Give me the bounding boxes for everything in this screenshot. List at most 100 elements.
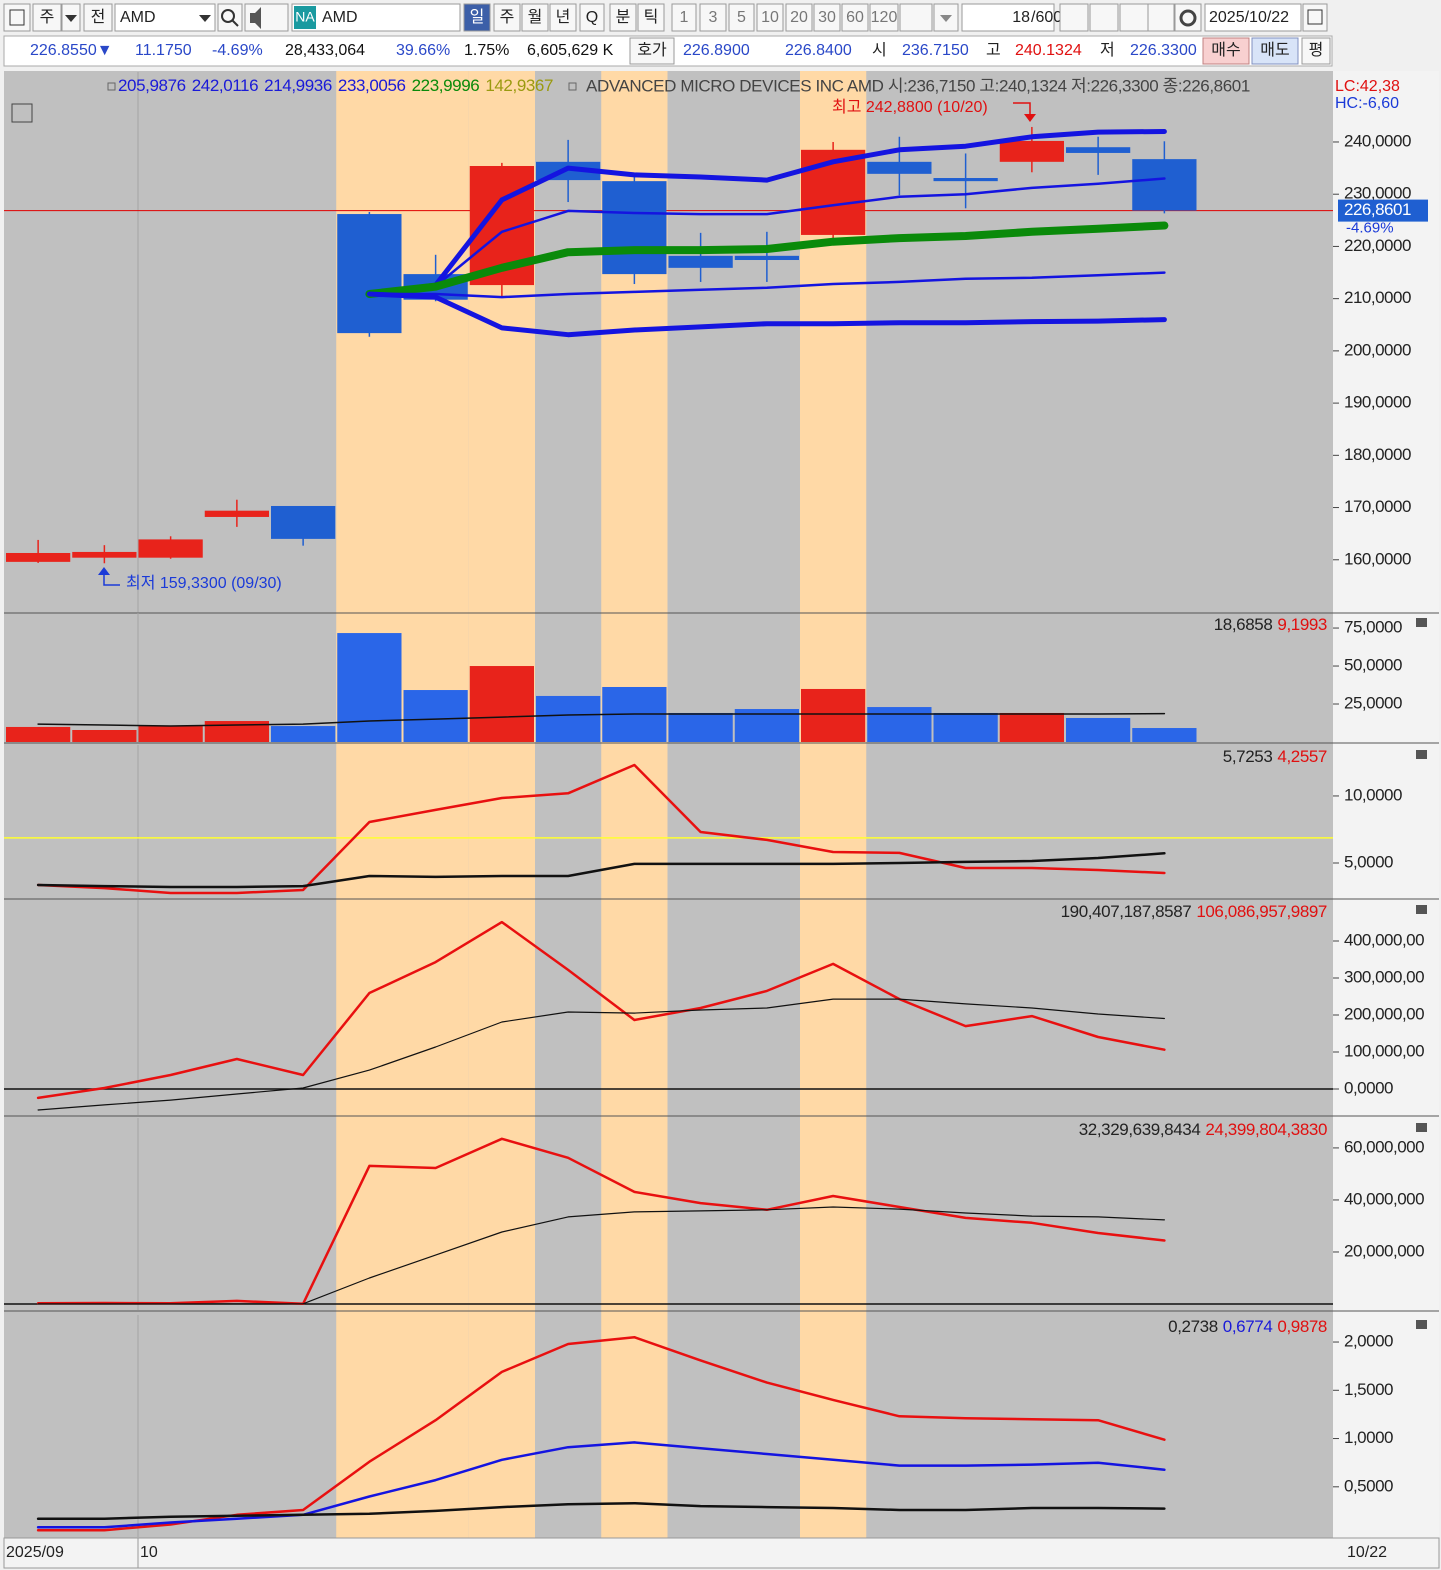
date-text: 2025/10/22 xyxy=(1209,9,1289,26)
candle-body xyxy=(271,505,336,539)
y-tick-label: 180,0000 xyxy=(1344,445,1411,464)
legend-value: 242,0116 xyxy=(192,76,258,95)
y-tick-label: 160,0000 xyxy=(1344,549,1411,568)
volume-bar xyxy=(668,712,733,742)
grid-icon[interactable] xyxy=(11,103,33,123)
info-value: 236.7150 xyxy=(902,42,969,59)
currency-button[interactable] xyxy=(1059,3,1089,32)
period-button[interactable] xyxy=(493,3,521,32)
period-text: 30 xyxy=(818,9,836,26)
period-button[interactable] xyxy=(756,3,784,32)
period-button[interactable] xyxy=(869,3,899,32)
y-tick-label: 240,0000 xyxy=(1344,131,1411,150)
period-button[interactable] xyxy=(841,3,869,32)
highlight-band xyxy=(402,71,469,1538)
info-value: 1.75% xyxy=(464,42,509,59)
period-button[interactable] xyxy=(609,3,637,32)
symbol-search-box[interactable] xyxy=(291,3,461,32)
dropdown-arrow xyxy=(199,15,211,22)
save-button[interactable] xyxy=(1147,3,1175,32)
candle-button[interactable] xyxy=(1089,3,1119,32)
panel-close-icon[interactable] xyxy=(1416,905,1427,914)
highlight-band xyxy=(800,71,867,1538)
y-tick-label: 1,0000 xyxy=(1344,1428,1393,1447)
legend-value: 214,9936 xyxy=(264,76,332,95)
all-text: 전 xyxy=(91,8,106,26)
high-arrow-head xyxy=(1024,114,1036,122)
volume-bar xyxy=(204,721,269,742)
tool-button[interactable] xyxy=(1119,3,1149,32)
calendar-button[interactable] xyxy=(1302,3,1328,32)
volume-bar xyxy=(469,666,534,742)
series-line xyxy=(37,712,1166,727)
panel-close-icon[interactable] xyxy=(1416,750,1427,759)
panel-close-icon[interactable] xyxy=(1416,1320,1427,1329)
panel-close-icon[interactable] xyxy=(1416,1123,1427,1132)
y-tick-label: 210,0000 xyxy=(1344,288,1411,307)
menu-icon[interactable] xyxy=(3,3,31,32)
symbol-input[interactable] xyxy=(114,3,216,32)
blank-box xyxy=(899,3,933,32)
y-tick-label: 20,000,000 xyxy=(1344,1241,1424,1260)
volume-bar xyxy=(867,707,932,742)
y-tick-label: 0,0000 xyxy=(1344,1078,1393,1097)
sell-button[interactable] xyxy=(1251,37,1299,65)
candle-body xyxy=(602,181,667,275)
y-tick-label: 50,0000 xyxy=(1344,656,1402,675)
last-price-tag xyxy=(1338,199,1428,222)
y-tick-label: 60,000,000 xyxy=(1344,1137,1424,1156)
volume-bar xyxy=(6,726,71,742)
last-price-label: 226,8601 xyxy=(1344,200,1411,219)
period-button[interactable] xyxy=(813,3,841,32)
legend-box xyxy=(568,82,577,91)
period-button[interactable] xyxy=(699,3,727,32)
period-button[interactable] xyxy=(728,3,755,32)
count-input[interactable] xyxy=(961,3,1055,32)
exchange-badge xyxy=(294,6,316,29)
legend-value: 205,9876 xyxy=(118,76,186,95)
y-tick-label: 5,0000 xyxy=(1344,852,1393,871)
search-icon xyxy=(231,19,239,27)
panel-legend: 18,6858 9,1993 xyxy=(1214,615,1327,634)
panel-legend: 0,2738 0,6774 0,9878 xyxy=(1168,1317,1327,1336)
quote-box[interactable] xyxy=(629,37,675,65)
legend-value: 24,399,804,3830 xyxy=(1205,1120,1327,1139)
y-tick-label: 190,0000 xyxy=(1344,393,1411,412)
period-button[interactable] xyxy=(579,3,605,32)
settings-button[interactable] xyxy=(1174,3,1202,32)
all-button[interactable] xyxy=(83,3,113,32)
open-label: 시 xyxy=(872,42,887,59)
info-value: 39.66% xyxy=(396,42,450,59)
legend-value: 190,407,187,8587 xyxy=(1061,902,1192,921)
eval-button[interactable] xyxy=(1301,37,1331,65)
symbol-text: AMD xyxy=(120,9,156,26)
buy-button[interactable] xyxy=(1202,37,1250,65)
period-button[interactable] xyxy=(637,3,665,32)
y-tick-label: 400,000,00 xyxy=(1344,930,1424,949)
period-text: 3 xyxy=(709,9,718,26)
period-button[interactable] xyxy=(549,3,577,32)
panel-close-icon[interactable] xyxy=(1416,618,1427,627)
period-button[interactable] xyxy=(785,3,813,32)
info-value: 6,605,629 K xyxy=(527,42,614,59)
series-line xyxy=(365,221,1169,298)
menu-icon-glyph xyxy=(9,9,25,26)
candle-body xyxy=(668,255,733,268)
buy-text: 매수 xyxy=(1211,41,1240,59)
series-line xyxy=(366,129,1167,297)
period-button[interactable] xyxy=(521,3,549,32)
market-button[interactable] xyxy=(32,3,62,32)
period-buttons: 일 주 월 년 Q 분 틱 1 3 5 10 20 30 60 120 xyxy=(463,3,899,32)
low-label: 저 xyxy=(1100,41,1115,59)
period-button[interactable] xyxy=(463,3,491,32)
info-items: 226.8550▼ 11.1750 -4.69% 28,433,064 39.66% 1.… xyxy=(30,42,1197,59)
period-text: 5 xyxy=(737,9,746,26)
sell-text: 매도 xyxy=(1260,41,1289,59)
period-text: 1 xyxy=(680,9,689,26)
eval-text: 평 xyxy=(1309,41,1324,59)
settings-icon xyxy=(1179,9,1197,27)
period-button[interactable] xyxy=(671,3,697,32)
date-input[interactable] xyxy=(1204,3,1302,32)
y-tick-label: 300,000,00 xyxy=(1344,967,1424,986)
y-tick-label: 10,0000 xyxy=(1344,785,1402,804)
